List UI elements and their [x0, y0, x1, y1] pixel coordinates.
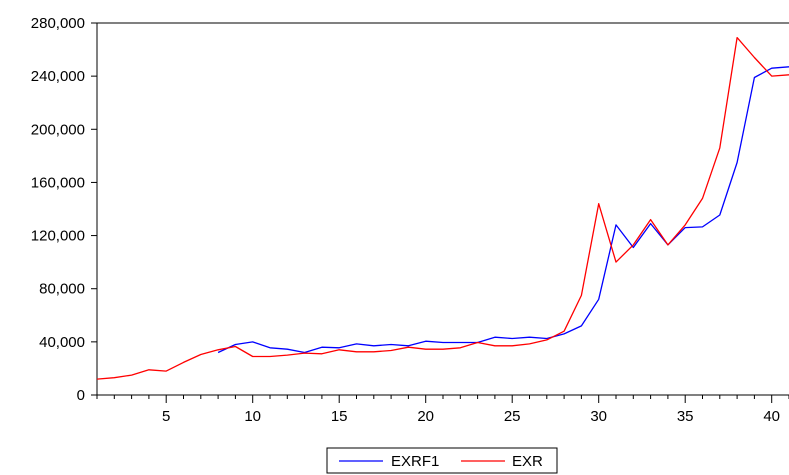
- y-tick-label: 0: [77, 387, 85, 404]
- y-tick-label: 280,000: [31, 15, 85, 32]
- plot-frame: [96, 22, 789, 396]
- x-tick-label: 30: [590, 408, 607, 425]
- series-layer: [96, 36, 789, 380]
- x-tick-label: 40: [763, 408, 780, 425]
- legend-label-exrf1: EXRF1: [391, 453, 439, 470]
- x-axis: 5 10 15 20 25 30 35 40: [96, 395, 789, 425]
- y-tick-label: 200,000: [31, 121, 85, 138]
- x-tick-label: 20: [417, 408, 434, 425]
- series-line-exrf1: [217, 66, 789, 354]
- legend: EXRF1 EXR: [326, 447, 558, 474]
- series-line-exr: [96, 36, 789, 380]
- y-tick-label: 80,000: [39, 281, 85, 298]
- y-axis: 0 40,000 80,000 120,000 160,000 200,000 240,00…: [31, 15, 97, 404]
- x-tick-label: 10: [244, 408, 261, 425]
- y-tick-label: 40,000: [39, 334, 85, 351]
- y-tick-label: 240,000: [31, 68, 85, 85]
- y-tick-label: 120,000: [31, 228, 85, 245]
- y-tick-label: 160,000: [31, 174, 85, 191]
- x-tick-label: 15: [331, 408, 348, 425]
- x-tick-label: 25: [504, 408, 521, 425]
- legend-label-exr: EXR: [512, 453, 543, 470]
- x-tick-label: 35: [677, 408, 694, 425]
- x-tick-label: 5: [162, 408, 170, 425]
